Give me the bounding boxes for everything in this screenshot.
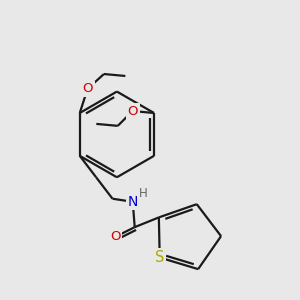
Text: N: N	[128, 195, 138, 209]
Text: O: O	[110, 230, 121, 243]
Text: O: O	[82, 82, 93, 95]
Text: O: O	[127, 104, 138, 118]
Text: H: H	[139, 187, 148, 200]
Text: S: S	[155, 250, 164, 265]
